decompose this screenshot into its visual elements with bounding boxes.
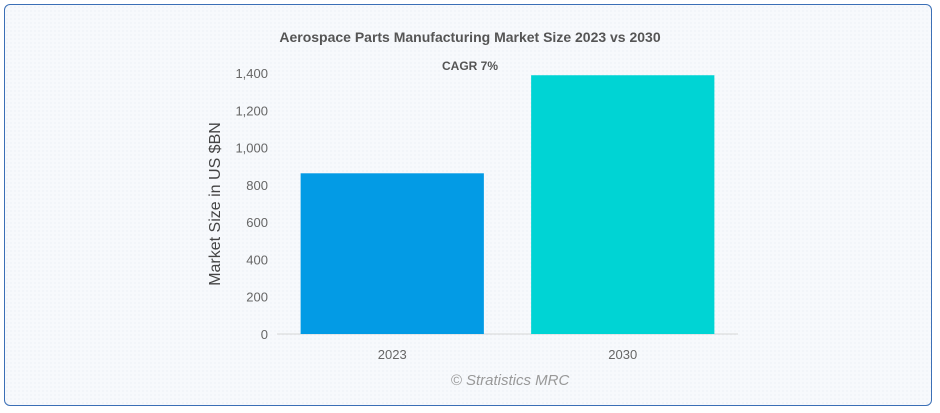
- chart-subtitle: CAGR 7%: [442, 59, 498, 73]
- source-credit: © Stratistics MRC: [451, 372, 570, 389]
- bar-series: [300, 75, 715, 334]
- chart-title: Aerospace Parts Manufacturing Market Siz…: [279, 29, 661, 45]
- y-tick-label: 600: [246, 215, 268, 230]
- bar-2023[interactable]: [300, 173, 484, 334]
- y-tick-label: 1,000: [235, 141, 268, 156]
- y-tick-label: 1,400: [235, 66, 268, 81]
- y-axis: 0 200 400 600 800 1,000 1,200 1,400: [235, 66, 268, 342]
- y-tick-label: 0: [261, 327, 268, 342]
- y-tick-label: 1,200: [235, 103, 268, 118]
- y-tick-label: 400: [246, 252, 268, 267]
- x-tick-label: 2030: [608, 347, 637, 362]
- x-axis: 2023 2030: [378, 347, 637, 362]
- y-tick-label: 200: [246, 290, 268, 305]
- x-tick-label: 2023: [378, 347, 407, 362]
- bar-2030[interactable]: [531, 75, 715, 334]
- y-tick-label: 800: [246, 178, 268, 193]
- y-axis-label: Market Size in US $BN: [207, 122, 224, 286]
